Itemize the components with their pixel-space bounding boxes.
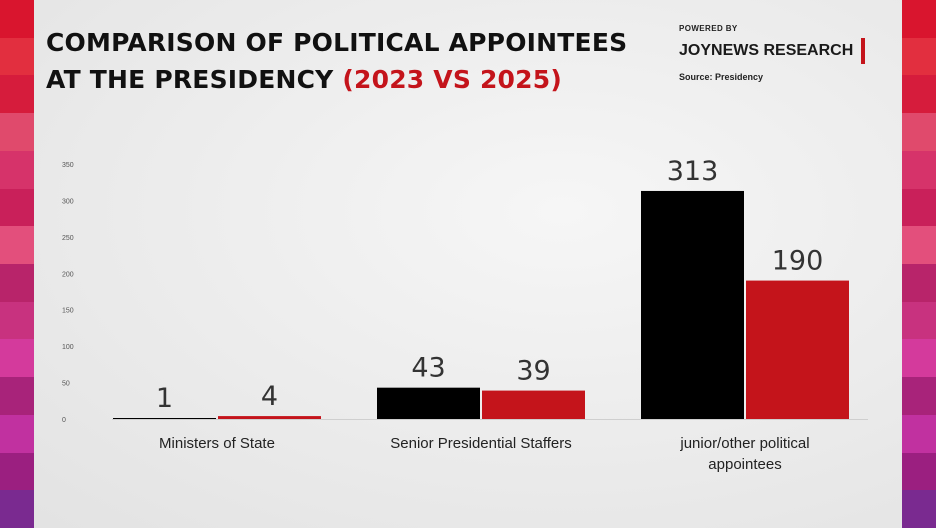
data-label: 190 bbox=[772, 246, 824, 277]
stripe-segment bbox=[902, 188, 936, 227]
title-line-2: AT THE PRESIDENCY (2023 VS 2025) bbox=[46, 61, 627, 98]
y-tick-label: 250 bbox=[62, 235, 74, 242]
stripe-segment bbox=[0, 37, 34, 76]
data-label: 43 bbox=[411, 353, 445, 384]
y-tick-label: 100 bbox=[62, 344, 74, 351]
y-tick-label: 350 bbox=[62, 162, 74, 169]
stripe-segment bbox=[0, 377, 34, 415]
y-tick-label: 300 bbox=[62, 198, 74, 205]
stripe-segment bbox=[902, 414, 936, 453]
data-label: 39 bbox=[516, 356, 550, 387]
category-label: appointees bbox=[708, 456, 781, 473]
title-line-2-text: AT THE PRESIDENCY bbox=[46, 65, 334, 94]
right-color-stripe bbox=[902, 0, 936, 528]
stripe-segment bbox=[902, 377, 936, 415]
stripe-segment bbox=[0, 226, 34, 265]
stripe-segment bbox=[902, 0, 936, 38]
powered-by-label: POWERED BY bbox=[679, 24, 738, 33]
title-accent: (2023 VS 2025) bbox=[342, 65, 562, 94]
stripe-segment bbox=[0, 452, 34, 491]
stripe-segment bbox=[0, 75, 34, 114]
stripe-segment bbox=[902, 301, 936, 340]
brand-block: POWERED BY JOYNEWS RESEARCH Source: Pres… bbox=[679, 24, 866, 82]
source-note: Source: Presidency bbox=[679, 72, 764, 82]
bar bbox=[746, 280, 849, 419]
left-color-stripe bbox=[0, 0, 34, 528]
bar bbox=[113, 418, 216, 419]
stripe-segment bbox=[0, 264, 34, 302]
y-tick-label: 200 bbox=[62, 271, 74, 278]
stripe-segment bbox=[0, 490, 34, 528]
bar bbox=[482, 390, 585, 419]
bar bbox=[218, 416, 321, 419]
stripe-segment bbox=[902, 339, 936, 378]
stripe-segment bbox=[902, 75, 936, 114]
stripe-segment bbox=[902, 113, 936, 151]
data-label: 1 bbox=[156, 383, 173, 414]
title-line-1: COMPARISON OF POLITICAL APPOINTEES bbox=[46, 28, 628, 57]
stripe-segment bbox=[0, 301, 34, 340]
stripe-segment bbox=[902, 452, 936, 491]
stripe-segment bbox=[0, 0, 34, 38]
data-label: 4 bbox=[261, 381, 278, 412]
brand-logo: JOYNEWS RESEARCH bbox=[679, 38, 866, 64]
bar bbox=[377, 387, 480, 419]
stripe-segment bbox=[0, 150, 34, 189]
stripe-segment bbox=[902, 150, 936, 189]
stripe-segment bbox=[0, 188, 34, 227]
stripe-segment bbox=[902, 37, 936, 76]
stripe-segment bbox=[0, 414, 34, 453]
stripe-segment bbox=[902, 226, 936, 265]
category-label: Senior Presidential Staffers bbox=[390, 435, 572, 452]
stripe-segment bbox=[0, 339, 34, 378]
data-label: 313 bbox=[667, 156, 719, 187]
y-tick-label: 50 bbox=[62, 381, 70, 388]
bar bbox=[641, 190, 744, 419]
y-tick-label: 150 bbox=[62, 308, 74, 315]
stripe-segment bbox=[0, 113, 34, 151]
stripe-segment bbox=[902, 264, 936, 302]
y-tick-label: 0 bbox=[62, 417, 66, 424]
chart-title: COMPARISON OF POLITICAL APPOINTEES AT TH… bbox=[46, 24, 627, 98]
category-label: junior/other political bbox=[679, 435, 809, 452]
category-label: Ministers of State bbox=[159, 435, 275, 452]
stripe-segment bbox=[902, 490, 936, 528]
